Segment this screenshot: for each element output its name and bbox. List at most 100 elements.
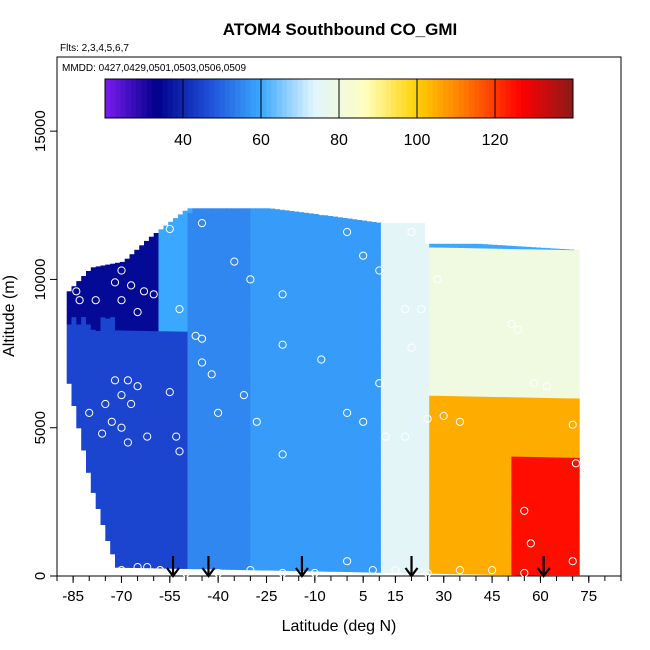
colorbar-cell bbox=[562, 79, 569, 118]
field-cell bbox=[153, 233, 160, 243]
field-cell bbox=[390, 527, 396, 544]
field-cell bbox=[153, 241, 160, 257]
field-cell bbox=[313, 215, 319, 231]
field-cell bbox=[322, 496, 329, 513]
field-cell bbox=[371, 468, 377, 484]
field-cell bbox=[221, 257, 227, 274]
field-cell bbox=[202, 316, 208, 333]
field-cell bbox=[182, 479, 189, 495]
field-cell bbox=[129, 285, 135, 301]
field-cell bbox=[385, 231, 392, 247]
field-cell bbox=[192, 524, 198, 540]
field-cell bbox=[492, 337, 498, 353]
field-cell bbox=[322, 289, 329, 305]
field-cell bbox=[535, 382, 541, 398]
field-cell bbox=[443, 276, 450, 293]
field-cell bbox=[492, 500, 498, 516]
field-cell bbox=[453, 455, 459, 471]
field-cell bbox=[250, 332, 256, 348]
field-cell bbox=[564, 516, 570, 532]
field-cell bbox=[390, 424, 396, 440]
field-cell bbox=[472, 440, 479, 456]
field-cell bbox=[530, 441, 537, 457]
field-cell bbox=[95, 419, 102, 435]
field-cell bbox=[400, 513, 406, 529]
field-cell bbox=[535, 441, 541, 458]
field-cell bbox=[550, 278, 556, 295]
field-cell bbox=[405, 483, 411, 500]
field-cell bbox=[501, 396, 508, 412]
field-cell bbox=[264, 421, 271, 438]
field-cell bbox=[443, 499, 450, 515]
field-cell bbox=[347, 334, 353, 350]
field-cell bbox=[496, 366, 503, 383]
field-cell bbox=[419, 513, 425, 529]
field-cell bbox=[540, 293, 546, 309]
field-cell bbox=[574, 309, 580, 325]
field-cell bbox=[390, 231, 396, 247]
field-cell bbox=[110, 464, 116, 481]
field-cell bbox=[115, 537, 121, 553]
field-cell bbox=[81, 286, 87, 303]
field-cell bbox=[274, 229, 280, 245]
field-cell bbox=[245, 287, 251, 304]
field-cell bbox=[231, 361, 237, 378]
field-cell bbox=[569, 308, 575, 325]
field-cell bbox=[429, 246, 435, 263]
field-cell bbox=[521, 367, 527, 383]
field-cell bbox=[318, 407, 324, 424]
field-cell bbox=[81, 375, 87, 392]
field-cell bbox=[158, 538, 164, 554]
field-cell bbox=[400, 231, 406, 247]
field-cell bbox=[390, 290, 396, 306]
field-cell bbox=[144, 389, 150, 406]
colorbar-cell bbox=[339, 79, 345, 118]
field-cell bbox=[279, 555, 285, 571]
colorbar-cell bbox=[495, 79, 501, 118]
field-cell bbox=[434, 350, 440, 367]
field-cell bbox=[347, 245, 353, 261]
field-cell bbox=[139, 419, 145, 435]
field-cell bbox=[81, 316, 87, 332]
field-cell bbox=[569, 264, 575, 280]
field-cell bbox=[115, 433, 121, 449]
field-cell bbox=[90, 433, 97, 449]
sample-point bbox=[278, 340, 287, 349]
field-cell bbox=[163, 256, 169, 272]
field-cell bbox=[516, 396, 522, 413]
field-cell bbox=[173, 538, 179, 554]
field-cell bbox=[148, 523, 155, 539]
field-cell bbox=[356, 379, 363, 395]
field-cell bbox=[559, 531, 566, 547]
field-cell bbox=[376, 305, 382, 321]
field-cell bbox=[226, 524, 232, 541]
field-cell bbox=[318, 318, 324, 335]
field-cell bbox=[177, 214, 184, 228]
field-cell bbox=[400, 276, 406, 292]
field-cell bbox=[337, 512, 343, 528]
field-cell bbox=[501, 500, 508, 516]
x-tick-label: -25 bbox=[256, 588, 278, 605]
field-cell bbox=[535, 471, 541, 487]
field-cell bbox=[168, 479, 174, 495]
field-cell bbox=[347, 304, 353, 320]
field-cell bbox=[260, 525, 266, 541]
field-cell bbox=[168, 286, 174, 302]
colorbar-cell bbox=[131, 79, 137, 118]
field-cell bbox=[308, 318, 314, 335]
field-cell bbox=[463, 410, 469, 427]
field-cell bbox=[231, 450, 237, 467]
field-cell bbox=[385, 260, 392, 277]
field-cell bbox=[76, 281, 82, 295]
field-cell bbox=[463, 484, 469, 501]
field-cell bbox=[492, 366, 498, 383]
field-cell bbox=[144, 271, 150, 287]
colorbar-cell bbox=[469, 79, 475, 118]
field-cell bbox=[221, 524, 227, 541]
field-cell bbox=[134, 478, 140, 494]
field-cell bbox=[90, 299, 97, 315]
field-cell bbox=[569, 294, 575, 310]
field-cell bbox=[313, 452, 319, 468]
field-cell bbox=[163, 553, 169, 569]
field-cell bbox=[361, 290, 367, 306]
